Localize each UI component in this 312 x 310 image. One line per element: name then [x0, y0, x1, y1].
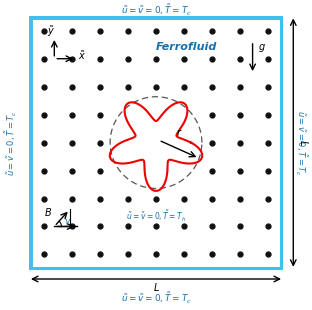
Text: $\tilde{x}$: $\tilde{x}$ [79, 49, 86, 62]
Text: $\gamma$: $\gamma$ [64, 217, 71, 228]
Text: $L$: $L$ [153, 281, 159, 293]
Text: $\tilde{u} = \tilde{v} = 0, \tilde{T} = T_c$: $\tilde{u} = \tilde{v} = 0, \tilde{T} = … [120, 290, 192, 306]
Text: $\tilde{u} = \tilde{v} = 0, \tilde{T} = T_h$: $\tilde{u} = \tilde{v} = 0, \tilde{T} = … [126, 209, 186, 224]
Text: $B$: $B$ [44, 206, 52, 218]
Text: $\tilde{u} = \tilde{v} = 0, \tilde{T} = T_c$: $\tilde{u} = \tilde{v} = 0, \tilde{T} = … [4, 109, 19, 176]
Text: $g$: $g$ [258, 42, 266, 54]
Text: $\tilde{u} = \tilde{v} = 0, \tilde{T} = T_c$: $\tilde{u} = \tilde{v} = 0, \tilde{T} = … [294, 109, 309, 176]
Text: $L$: $L$ [298, 139, 310, 146]
Text: $\tilde{y}$: $\tilde{y}$ [47, 24, 55, 38]
Text: $\tilde{u} = \tilde{v} = 0, \tilde{T} = T_c$: $\tilde{u} = \tilde{v} = 0, \tilde{T} = … [120, 3, 192, 19]
FancyBboxPatch shape [29, 16, 283, 270]
Text: Ferrofluid: Ferrofluid [156, 42, 217, 52]
Text: $r$: $r$ [176, 127, 183, 138]
